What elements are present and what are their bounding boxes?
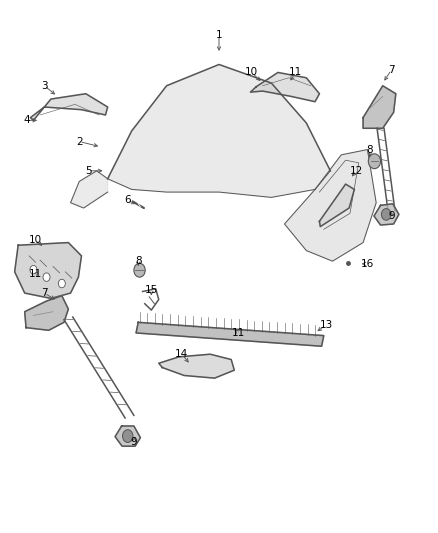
Polygon shape bbox=[30, 94, 108, 120]
Text: 12: 12 bbox=[350, 166, 363, 176]
Polygon shape bbox=[14, 243, 81, 298]
Text: 11: 11 bbox=[29, 270, 42, 279]
Polygon shape bbox=[159, 354, 234, 378]
Text: 7: 7 bbox=[41, 288, 48, 298]
Circle shape bbox=[134, 263, 145, 277]
Text: 16: 16 bbox=[361, 259, 374, 269]
Text: 10: 10 bbox=[29, 235, 42, 245]
Text: 6: 6 bbox=[124, 195, 131, 205]
Text: 15: 15 bbox=[145, 286, 158, 295]
Polygon shape bbox=[71, 171, 108, 208]
Polygon shape bbox=[251, 72, 319, 102]
Circle shape bbox=[43, 273, 50, 281]
Text: 8: 8 bbox=[366, 144, 373, 155]
Polygon shape bbox=[108, 64, 330, 197]
Text: 1: 1 bbox=[215, 30, 223, 41]
Text: 11: 11 bbox=[232, 328, 245, 338]
Text: 5: 5 bbox=[85, 166, 92, 176]
Text: 8: 8 bbox=[135, 256, 141, 266]
Text: 2: 2 bbox=[76, 136, 83, 147]
Text: 11: 11 bbox=[289, 68, 302, 77]
Text: 7: 7 bbox=[388, 65, 395, 75]
Circle shape bbox=[368, 154, 381, 168]
Polygon shape bbox=[25, 296, 68, 330]
Polygon shape bbox=[319, 184, 354, 227]
Circle shape bbox=[381, 208, 391, 220]
Polygon shape bbox=[136, 322, 324, 346]
Text: 9: 9 bbox=[388, 211, 395, 221]
Text: 10: 10 bbox=[245, 68, 258, 77]
Circle shape bbox=[30, 265, 37, 274]
Circle shape bbox=[58, 279, 65, 288]
Text: 4: 4 bbox=[24, 115, 30, 125]
Text: 9: 9 bbox=[131, 437, 137, 447]
Polygon shape bbox=[374, 204, 399, 225]
Polygon shape bbox=[285, 150, 376, 261]
Polygon shape bbox=[363, 86, 396, 128]
Text: 14: 14 bbox=[175, 349, 188, 359]
Polygon shape bbox=[115, 426, 141, 446]
Text: 3: 3 bbox=[41, 81, 48, 91]
Text: 13: 13 bbox=[319, 320, 332, 330]
Circle shape bbox=[123, 430, 133, 442]
